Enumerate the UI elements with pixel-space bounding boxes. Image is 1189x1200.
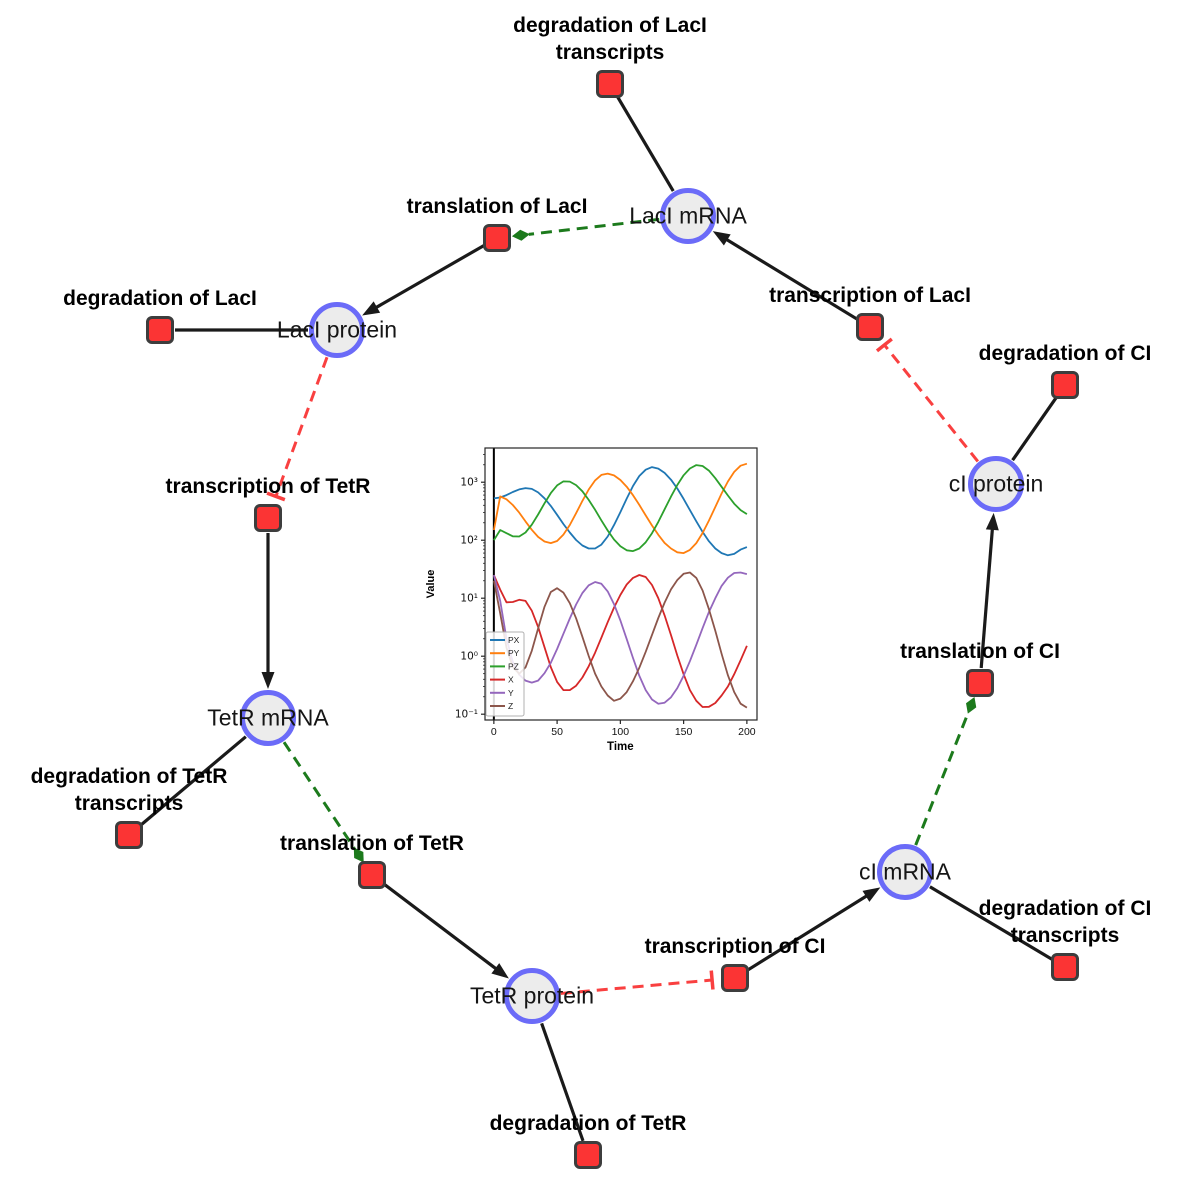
- chart-ytick-label: 10²: [460, 535, 478, 547]
- chart-xtick-label: 200: [738, 726, 756, 738]
- edge-ci-protein-to-deg-ci: [1011, 396, 1058, 462]
- edge-laci-protein-to-transcription-tetr: [266, 356, 329, 502]
- chart-axes-box: [484, 447, 758, 721]
- reaction-node-deg-ci[interactable]: [1051, 371, 1079, 399]
- reaction-node-translation-ci[interactable]: [966, 669, 994, 697]
- edge-transcription-tetr-to-tetr-mrna: [261, 533, 275, 689]
- reaction-label-transcription-laci: transcription of LacI: [769, 282, 971, 309]
- reaction-label-translation-ci: translation of CI: [900, 638, 1060, 665]
- edge-transcription-laci-to-laci-mrna: [712, 231, 859, 321]
- reaction-node-deg-laci[interactable]: [146, 316, 174, 344]
- reaction-label-deg-laci-transcripts: degradation of LacI transcripts: [513, 12, 707, 66]
- chart-y-axis-label: Value: [425, 570, 437, 599]
- chart-xtick-label: 150: [675, 726, 693, 738]
- chart-ytick-label: 10³: [460, 477, 478, 489]
- chart-series-Y: [493, 571, 748, 705]
- edge-laci-mrna-to-deg-laci-transcripts: [616, 96, 675, 192]
- reaction-label-line: transcripts: [74, 792, 184, 815]
- reaction-label-line: transcripts: [1010, 924, 1120, 947]
- reaction-node-deg-laci-transcripts[interactable]: [596, 70, 624, 98]
- reaction-node-transcription-laci[interactable]: [856, 313, 884, 341]
- edge-ci-mrna-to-translation-ci: [914, 696, 977, 846]
- edge-tetr-protein-to-deg-tetr: [540, 1022, 585, 1142]
- reaction-label-line: transcripts: [555, 41, 665, 64]
- reaction-label-line: transcription of LacI: [769, 284, 971, 307]
- species-node-ci-mrna[interactable]: [877, 844, 933, 900]
- reaction-node-translation-tetr[interactable]: [358, 861, 386, 889]
- reaction-label-deg-ci-transcripts: degradation of CI transcripts: [979, 895, 1152, 949]
- reaction-node-translation-laci[interactable]: [483, 224, 511, 252]
- species-node-laci-protein[interactable]: [309, 302, 365, 358]
- edge-tetr-mrna-to-deg-tetr-transcripts: [139, 735, 247, 827]
- chart-series-Z: [493, 571, 748, 709]
- edge-translation-tetr-to-tetr-protein: [382, 882, 509, 979]
- species-node-tetr-mrna[interactable]: [240, 690, 296, 746]
- edge-tetr-mrna-to-translation-tetr: [282, 741, 364, 863]
- edge-ci-mrna-to-deg-ci-transcripts: [929, 885, 1053, 961]
- edge-laci-mrna-to-translation-laci: [511, 217, 660, 241]
- chart-xtick-label: 0: [491, 726, 497, 738]
- time-series-inset: 10⁻¹ 10⁰ 10¹ 10² 10³ 0 50 100 150 200 Value Time PX P…: [420, 430, 772, 764]
- reaction-label-deg-tetr: degradation of TetR: [490, 1110, 687, 1137]
- reaction-label-line: degradation of LacI: [513, 14, 707, 37]
- reaction-label-transcription-tetr: transcription of TetR: [166, 473, 371, 500]
- chart-xtick-label: 50: [551, 726, 563, 738]
- reaction-node-deg-tetr[interactable]: [574, 1141, 602, 1169]
- chart-legend-label-Y: Y: [508, 688, 514, 698]
- species-label-ci-mrna: cI mRNA: [859, 858, 951, 885]
- reaction-label-line: transcription of CI: [644, 935, 826, 958]
- chart-xtick-label: 100: [612, 726, 630, 738]
- species-node-laci-mrna[interactable]: [660, 188, 716, 244]
- reaction-label-translation-tetr: translation of TetR: [280, 830, 464, 857]
- species-label-tetr-mrna: TetR mRNA: [207, 704, 329, 731]
- species-label-laci-mrna: LacI mRNA: [629, 202, 747, 229]
- chart-legend-label-PX: PX: [508, 635, 520, 645]
- chart-legend-label-Z: Z: [508, 701, 513, 711]
- reaction-label-line: translation of TetR: [280, 832, 464, 855]
- edge-ci-protein-to-transcription-laci: [875, 337, 980, 463]
- chart-ytick-label: 10¹: [460, 593, 478, 605]
- reaction-label-line: degradation of CI: [978, 897, 1152, 920]
- reaction-label-translation-laci: translation of LacI: [407, 193, 588, 220]
- reaction-label-line: degradation of TetR: [489, 1112, 687, 1135]
- chart-ytick-label: 10⁻¹: [455, 709, 478, 721]
- chart-series-PZ: [493, 464, 748, 552]
- species-label-ci-protein: cI protein: [948, 470, 1044, 497]
- reaction-node-deg-ci-transcripts[interactable]: [1051, 953, 1079, 981]
- chart-series-PX: [493, 466, 748, 557]
- chart-series-PY: [493, 462, 748, 554]
- edge-translation-ci-to-ci-protein: [979, 512, 999, 669]
- reaction-node-transcription-tetr[interactable]: [254, 504, 282, 532]
- reaction-label-line: degradation of CI: [978, 342, 1152, 365]
- edge-transcription-ci-to-ci-mrna: [746, 887, 881, 972]
- species-label-tetr-protein: TetR protein: [469, 982, 595, 1009]
- reaction-label-transcription-ci: transcription of CI: [645, 933, 826, 960]
- species-label-laci-protein: LacI protein: [276, 316, 398, 343]
- chart-legend-label-PY: PY: [508, 648, 520, 658]
- reaction-label-deg-tetr-transcripts: degradation of TetR transcripts: [31, 763, 228, 817]
- species-node-tetr-protein[interactable]: [504, 968, 560, 1024]
- species-node-ci-protein[interactable]: [968, 456, 1024, 512]
- edge-tetr-protein-to-transcription-ci: [560, 970, 715, 995]
- chart-ytick-label: 10⁰: [460, 651, 478, 663]
- reaction-label-line: degradation of LacI: [63, 287, 257, 310]
- reaction-node-deg-tetr-transcripts[interactable]: [115, 821, 143, 849]
- chart-series-X: [493, 574, 748, 708]
- reaction-label-deg-ci: degradation of CI: [979, 340, 1152, 367]
- reaction-node-transcription-ci[interactable]: [721, 964, 749, 992]
- chart-legend-label-PZ: PZ: [508, 661, 519, 671]
- reaction-label-deg-laci: degradation of LacI: [63, 285, 257, 312]
- edge-translation-laci-to-laci-protein: [362, 244, 485, 316]
- chart-legend-label-X: X: [508, 675, 514, 685]
- reaction-label-line: translation of CI: [900, 640, 1060, 663]
- reaction-label-line: transcription of TetR: [165, 475, 371, 498]
- reaction-label-line: translation of LacI: [406, 195, 588, 218]
- time-series-plot: 10⁻¹ 10⁰ 10¹ 10² 10³ 0 50 100 150 200 Value Time PX P…: [425, 447, 758, 753]
- reaction-label-line: degradation of TetR: [30, 765, 228, 788]
- chart-x-axis-label: Time: [607, 741, 634, 753]
